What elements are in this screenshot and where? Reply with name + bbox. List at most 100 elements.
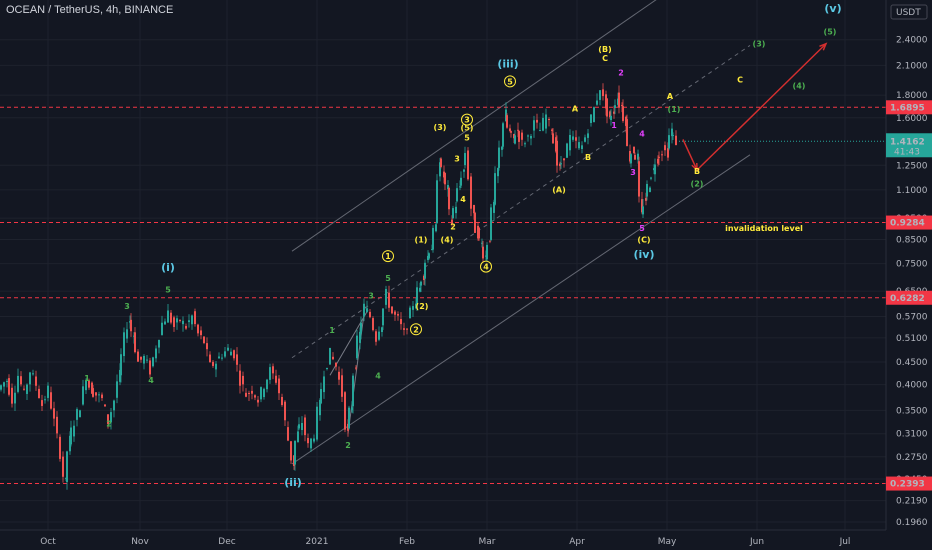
wave-label: 3 [368,292,374,301]
candle-body [233,350,235,359]
candle-body [70,427,72,445]
candle-body [378,331,380,340]
candle-body [498,147,500,168]
candle-body [668,135,670,149]
candle-body [575,137,577,141]
candle-body [0,385,2,390]
candle-body [85,380,87,391]
wave-label: A [572,105,579,114]
candle-body [559,163,561,167]
candle-body [497,167,499,177]
y-tick-label: 0.4000 [896,381,928,391]
candle-body [359,331,361,343]
candle-body [569,134,571,151]
candle-body [272,366,274,374]
channel-line [291,0,657,252]
candle-body [664,145,666,151]
last-price-tag [886,133,932,158]
currency-badge [890,4,928,20]
candle-body [251,390,253,394]
candle-body [146,359,148,361]
candle-body [341,375,343,397]
y-tick-label: 0.5700 [896,312,928,322]
candle-body [638,161,640,197]
candle-body [332,356,334,360]
candle-body [176,318,178,323]
candle-body [278,378,280,394]
candle-body [482,246,484,259]
candle-body [161,322,163,335]
x-tick-label: Dec [218,537,235,547]
candle-body [307,437,309,444]
candle-body [188,320,190,323]
candle-body [372,318,374,331]
channel-line [291,154,751,465]
bar-countdown: 41:43 [894,147,920,157]
candle-body [593,107,595,123]
candle-body [609,111,611,118]
candle-body [464,153,466,166]
wave-label: 2 [618,68,624,77]
candle-body [581,145,583,149]
candle-body [92,388,94,397]
candle-body [173,317,175,327]
y-tick-label: 0.5100 [896,334,928,344]
wave-label: (3) [753,39,766,48]
candle-body [137,351,139,362]
candle-body [3,382,5,387]
candle-body [409,307,411,319]
wave-label: (B) [598,45,611,54]
candle-body [152,357,154,367]
candle-body [533,120,535,131]
candle-body [572,136,574,140]
price-axis-panel [886,0,932,550]
candle-body [134,332,136,353]
level-price-label: 0.2393 [890,480,925,490]
candle-body [6,380,8,382]
candle-body [524,143,526,145]
arrow-head [819,42,828,51]
candle-body [432,227,434,250]
currency-label: USDT [896,8,921,18]
candle-body [517,129,519,131]
wave-circle [382,250,394,263]
candle-body [448,187,450,210]
candle-body [420,281,422,286]
wave-label: 5 [507,77,513,86]
candle-body [470,176,472,209]
candle-body [200,330,202,336]
candle-body [355,367,357,369]
candle-body [610,115,612,121]
trend-channels [291,0,751,465]
candle-body [527,135,529,137]
candle-body [11,387,13,404]
y-tick-label: 0.1960 [896,518,928,528]
candle-body [260,387,262,400]
candle-body [657,158,659,164]
candle-body [596,100,598,105]
candle-body [385,288,387,305]
candle-body [32,373,34,375]
candle-body [20,376,22,385]
candle-body [584,137,586,142]
candle-body [400,319,402,325]
candle-body [654,164,656,175]
wave-label: (iv) [634,248,655,261]
candle-body [120,354,122,376]
candle-body [95,392,97,396]
last-price-value: 1.4162 [890,137,925,147]
candle-body [356,335,358,359]
candle-body [44,399,46,401]
wave-trendline [347,306,366,434]
candle-body [637,153,639,160]
candle-body [212,361,214,366]
candle-body [82,386,84,405]
candle-body [455,206,457,214]
wave-circle [410,323,422,336]
candle-body [440,158,442,167]
wave-label: (4) [793,82,806,91]
candle-body [158,340,160,348]
